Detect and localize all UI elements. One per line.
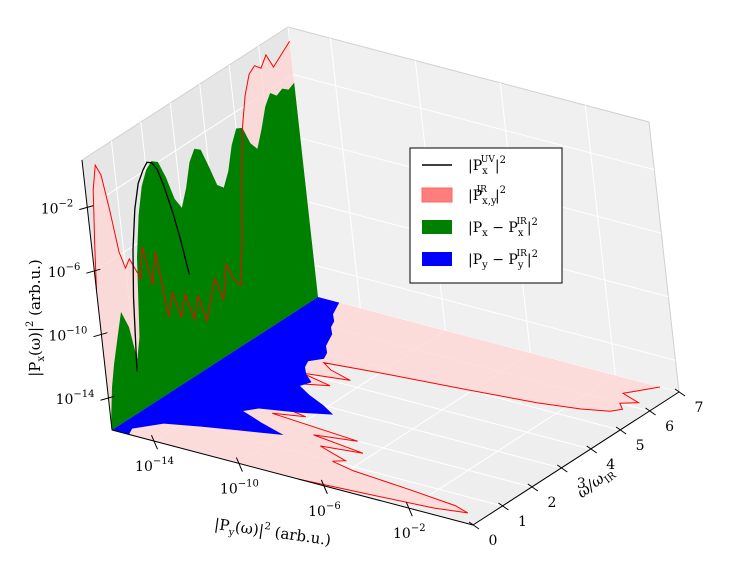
z-axis-label: |Px(ω)|2 (arb.u.) <box>25 259 47 377</box>
x-tick-mark <box>468 521 480 530</box>
legend: |PxUV|2 |Px,yIR |2 |Px − PxIR|2 |Py − PyI… <box>409 147 563 284</box>
x-tick-mark <box>586 445 598 454</box>
series-ir-wall-line <box>92 41 291 323</box>
x-tick-mark <box>527 483 539 492</box>
legend-label-ir: |Px,yIR |2 <box>468 185 506 207</box>
x-tick-label: 5 <box>636 438 645 454</box>
y-axis-line <box>111 429 474 526</box>
y-tick-label: 10−14 <box>135 456 174 475</box>
y-tick-label: 10−10 <box>220 479 259 498</box>
y-tick-mark <box>320 479 328 495</box>
x-tick-label: 6 <box>665 419 674 435</box>
z-tick-label: 10−14 <box>56 389 95 408</box>
x-tick-mark <box>498 502 509 511</box>
x-tick-mark <box>615 426 627 435</box>
x-tick-mark <box>556 464 568 473</box>
series-py-diff-fill <box>112 297 340 435</box>
series-layer <box>92 41 660 514</box>
z-tick-label: 10−2 <box>41 199 74 218</box>
series-uv-line <box>132 161 190 372</box>
grid-line-y-back <box>584 105 616 376</box>
grid-line-z-back <box>314 264 676 361</box>
legend-label-uv: |PxUV|2 <box>468 155 506 177</box>
x-tick-label: 7 <box>695 400 704 416</box>
z-axis-line <box>81 159 113 431</box>
x-tick-label: 1 <box>518 514 527 530</box>
grid-line-z-back <box>293 74 655 171</box>
y-tick-mark <box>235 457 243 472</box>
series-px-diff-fill <box>111 82 318 430</box>
legend-swatch-py-diff <box>422 252 452 266</box>
z-tick-label: 10−10 <box>48 326 87 345</box>
y-tick-label: 10−2 <box>393 523 426 542</box>
z-tick-mark <box>79 205 94 211</box>
x-tick-label: 0 <box>489 533 498 549</box>
grid-line-x-floor <box>317 296 680 393</box>
z-tick-mark <box>93 332 108 338</box>
x-tick-label: 3 <box>577 476 586 492</box>
x-axis-line <box>472 391 680 526</box>
axes-layer: 10−14 10−10 10−6 10−2 10−14 10−10 10−6 10−2 0 1 2 3… <box>41 159 704 549</box>
legend-label-py-diff: |Py − PyIR|2 <box>468 249 538 271</box>
legend-swatch-px-diff <box>422 220 452 234</box>
x-tick-mark <box>674 388 686 397</box>
x-tick-label: 2 <box>547 495 556 511</box>
z-tick-mark <box>86 268 101 274</box>
x-tick-mark <box>645 407 656 416</box>
y-tick-mark <box>405 502 413 517</box>
legend-swatch-ir <box>421 187 453 203</box>
z-tick-mark <box>100 395 115 401</box>
legend-label-px-diff: |Px − PxIR|2 <box>468 217 538 239</box>
x-tick-label: 4 <box>606 457 615 473</box>
y-tick-mark <box>151 434 158 450</box>
z-tick-label: 10−6 <box>48 262 81 281</box>
grid-line-y-back <box>329 38 361 309</box>
y-tick-label: 10−6 <box>308 501 341 520</box>
